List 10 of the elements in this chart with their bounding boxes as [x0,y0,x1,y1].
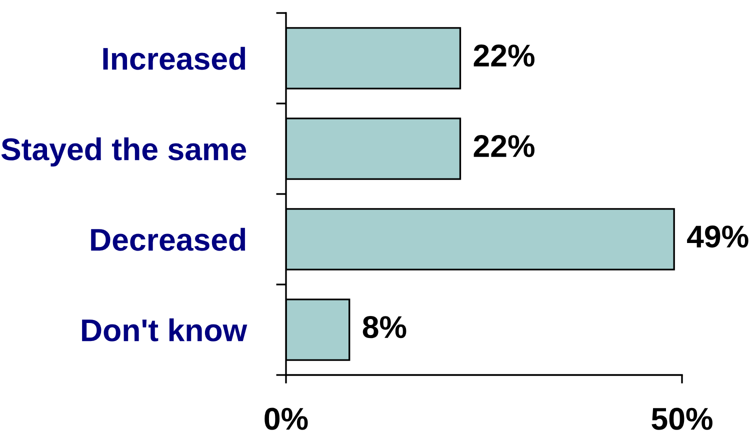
data-label: 8% [362,316,406,338]
data-label: 49% [687,226,748,248]
x-tick-label: 50% [652,408,712,430]
x-tick-label: 0% [264,408,308,430]
y-tick-label: Decreased [91,228,246,251]
data-label: 22% [474,135,534,158]
y-tick-label: Increased [103,46,246,70]
y-tick-label: Don't know [82,318,248,342]
y-tick-label: Stayed the same [1,137,246,167]
data-label: 22% [474,44,534,67]
